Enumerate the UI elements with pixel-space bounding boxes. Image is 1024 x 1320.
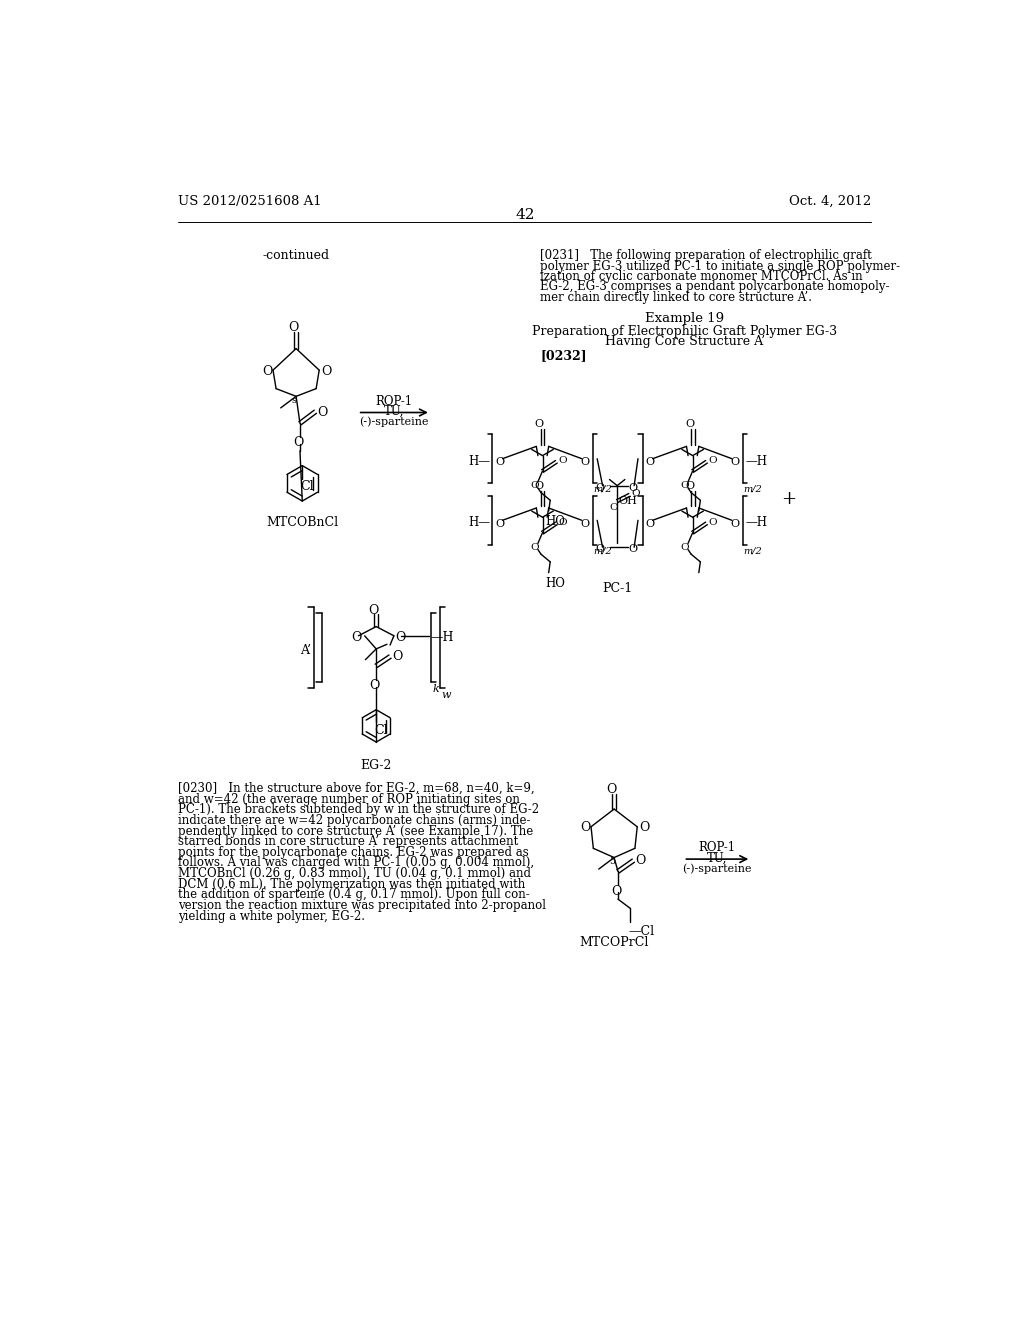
Text: [0230]   In the structure above for EG-2, m=68, n=40, k=9,: [0230] In the structure above for EG-2, …: [178, 781, 535, 795]
Text: follows. A vial was charged with PC-1 (0.05 g, 0.004 mmol),: follows. A vial was charged with PC-1 (0…: [178, 857, 535, 870]
Text: s: s: [291, 396, 296, 404]
Text: 42: 42: [515, 209, 535, 223]
Text: the addition of sparteine (0.4 g, 0.17 mmol). Upon full con-: the addition of sparteine (0.4 g, 0.17 m…: [178, 888, 530, 902]
Text: O: O: [530, 480, 539, 490]
Text: DCM (0.6 mL). The polymerization was then initiated with: DCM (0.6 mL). The polymerization was the…: [178, 878, 525, 891]
Text: k: k: [432, 684, 439, 693]
Text: ROP-1: ROP-1: [698, 841, 736, 854]
Text: O: O: [646, 457, 654, 467]
Text: +: +: [781, 490, 797, 507]
Text: US 2012/0251608 A1: US 2012/0251608 A1: [178, 194, 322, 207]
Text: PC-1: PC-1: [602, 582, 633, 595]
Text: O: O: [606, 783, 616, 796]
Text: -continued: -continued: [262, 249, 330, 263]
Text: H—: H—: [468, 516, 490, 529]
Text: O: O: [581, 519, 590, 529]
Text: Cl: Cl: [375, 723, 388, 737]
Text: Example 19: Example 19: [645, 313, 725, 326]
Text: EG-2, EG-3 comprises a pendant polycarbonate homopoly-: EG-2, EG-3 comprises a pendant polycarbo…: [541, 280, 890, 293]
Text: yielding a white polymer, EG-2.: yielding a white polymer, EG-2.: [178, 909, 366, 923]
Text: —H: —H: [430, 631, 454, 644]
Text: O: O: [496, 519, 505, 529]
Text: —Cl: —Cl: [628, 925, 654, 939]
Text: O: O: [611, 884, 622, 898]
Text: O: O: [535, 420, 544, 429]
Text: [0231]   The following preparation of electrophilic graft: [0231] The following preparation of elec…: [541, 249, 872, 263]
Text: pendently linked to core structure A’ (see Example 17). The: pendently linked to core structure A’ (s…: [178, 825, 534, 838]
Text: O: O: [351, 631, 361, 644]
Text: O: O: [496, 457, 505, 467]
Text: O: O: [392, 651, 402, 664]
Text: O: O: [628, 544, 637, 554]
Text: O: O: [535, 480, 544, 491]
Text: Oct. 4, 2012: Oct. 4, 2012: [790, 194, 871, 207]
Text: TU,: TU,: [708, 851, 727, 865]
Text: O: O: [680, 543, 689, 552]
Text: O: O: [262, 364, 272, 378]
Text: O: O: [581, 821, 591, 834]
Text: version the reaction mixture was precipitated into 2-propanol: version the reaction mixture was precipi…: [178, 899, 546, 912]
Text: O: O: [730, 519, 739, 529]
Text: O: O: [558, 457, 566, 466]
Text: H—: H—: [468, 454, 490, 467]
Text: mer chain directly linked to core structure A’.: mer chain directly linked to core struct…: [541, 290, 812, 304]
Text: m/2: m/2: [593, 484, 612, 494]
Text: O: O: [293, 437, 303, 449]
Text: O: O: [708, 457, 717, 466]
Text: O: O: [636, 854, 646, 867]
Text: —H: —H: [745, 454, 767, 467]
Text: O: O: [370, 678, 380, 692]
Text: O: O: [317, 405, 328, 418]
Text: PC-1). The brackets subtended by w in the structure of EG-2: PC-1). The brackets subtended by w in th…: [178, 804, 540, 816]
Text: m/2: m/2: [743, 546, 762, 556]
Text: m/2: m/2: [593, 546, 612, 556]
Text: [0232]: [0232]: [541, 350, 587, 363]
Text: O: O: [395, 631, 406, 644]
Text: (-)-sparteine: (-)-sparteine: [683, 863, 752, 874]
Text: —H: —H: [745, 516, 767, 529]
Text: ROP-1: ROP-1: [376, 395, 413, 408]
Text: starred bonds in core structure A’ represents attachment: starred bonds in core structure A’ repre…: [178, 836, 518, 849]
Text: A’: A’: [300, 644, 311, 656]
Text: O: O: [322, 364, 332, 378]
Text: O: O: [685, 420, 694, 429]
Text: O: O: [581, 457, 590, 467]
Text: O: O: [640, 821, 650, 834]
Text: TU,: TU,: [384, 405, 404, 418]
Text: m/2: m/2: [743, 484, 762, 494]
Text: Having Core Structure A’: Having Core Structure A’: [605, 335, 765, 348]
Text: O: O: [596, 483, 605, 492]
Text: O: O: [596, 544, 605, 554]
Text: EG-2: EG-2: [360, 759, 392, 772]
Text: (-)-sparteine: (-)-sparteine: [359, 416, 429, 426]
Text: Preparation of Electrophilic Graft Polymer EG-3: Preparation of Electrophilic Graft Polym…: [532, 325, 838, 338]
Text: HO: HO: [546, 577, 565, 590]
Text: w: w: [441, 689, 452, 700]
Text: 5: 5: [608, 857, 614, 866]
Text: MTCOBnCl: MTCOBnCl: [266, 516, 338, 529]
Text: Cl: Cl: [301, 480, 314, 494]
Text: O: O: [288, 321, 298, 334]
Text: OH: OH: [618, 496, 638, 507]
Text: O: O: [628, 483, 637, 492]
Text: O: O: [685, 480, 694, 491]
Text: O: O: [609, 503, 618, 512]
Text: O: O: [631, 490, 640, 499]
Text: O: O: [368, 605, 378, 618]
Text: points for the polycarbonate chains. EG-2 was prepared as: points for the polycarbonate chains. EG-…: [178, 846, 529, 859]
Text: MTCOPrCl: MTCOPrCl: [580, 936, 649, 949]
Text: ization of cyclic carbonate monomer MTCOPrCl. As in: ization of cyclic carbonate monomer MTCO…: [541, 271, 863, 282]
Text: O: O: [708, 517, 717, 527]
Text: O: O: [646, 519, 654, 529]
Text: O: O: [730, 457, 739, 467]
Text: and w=42 (the average number of ROP initiating sites on: and w=42 (the average number of ROP init…: [178, 793, 520, 805]
Text: MTCOBnCl (0.26 g, 0.83 mmol), TU (0.04 g, 0.1 mmol) and: MTCOBnCl (0.26 g, 0.83 mmol), TU (0.04 g…: [178, 867, 531, 880]
Text: O: O: [558, 517, 566, 527]
Text: indicate there are w=42 polycarbonate chains (arms) inde-: indicate there are w=42 polycarbonate ch…: [178, 814, 530, 826]
Text: O: O: [530, 543, 539, 552]
Text: O: O: [680, 480, 689, 490]
Text: polymer EG-3 utilized PC-1 to initiate a single ROP polymer-: polymer EG-3 utilized PC-1 to initiate a…: [541, 260, 900, 273]
Text: HO: HO: [546, 515, 565, 528]
